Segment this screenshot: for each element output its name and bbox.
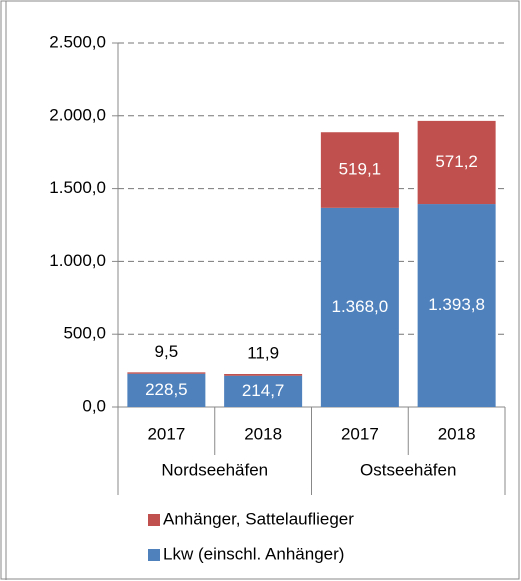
bar-segment: [417, 204, 496, 407]
value-label: 1.393,8: [428, 295, 485, 314]
x-tick-label: 2017: [147, 424, 185, 443]
bar-segment: [417, 120, 496, 205]
value-label: 1.368,0: [332, 297, 389, 316]
bar-segment: [224, 375, 303, 407]
bar-segment: [127, 373, 206, 407]
value-label: 571,2: [435, 152, 478, 171]
value-label: 9,5: [155, 342, 179, 361]
y-tick-label: 500,0: [63, 324, 106, 343]
legend-swatch: [148, 514, 160, 526]
legend-label: Lkw (einschl. Anhänger): [163, 544, 344, 563]
x-tick-label: 2018: [244, 424, 282, 443]
x-tick-label: 2018: [438, 424, 476, 443]
y-tick-label: 2.500,0: [49, 32, 106, 51]
legend-label: Anhänger, Sattelauflieger: [163, 509, 354, 528]
bar-segment: [320, 132, 399, 208]
value-label: 214,7: [242, 381, 285, 400]
bar-segment: [127, 372, 206, 374]
bar-segment: [224, 374, 303, 376]
y-tick-label: 1.500,0: [49, 178, 106, 197]
value-label: 519,1: [339, 160, 382, 179]
value-label: 11,9: [247, 343, 279, 362]
y-tick-label: 0,0: [82, 396, 106, 415]
group-label: Nordseehäfen: [161, 460, 268, 479]
bar-segment: [320, 207, 399, 407]
legend-swatch: [148, 549, 160, 561]
group-label: Ostseehäfen: [360, 460, 456, 479]
value-label: 228,5: [145, 380, 188, 399]
x-tick-label: 2017: [341, 424, 379, 443]
y-tick-label: 1.000,0: [49, 251, 106, 270]
y-tick-label: 2.000,0: [49, 105, 106, 124]
